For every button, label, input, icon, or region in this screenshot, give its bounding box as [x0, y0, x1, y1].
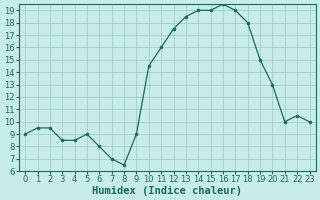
X-axis label: Humidex (Indice chaleur): Humidex (Indice chaleur): [92, 186, 242, 196]
